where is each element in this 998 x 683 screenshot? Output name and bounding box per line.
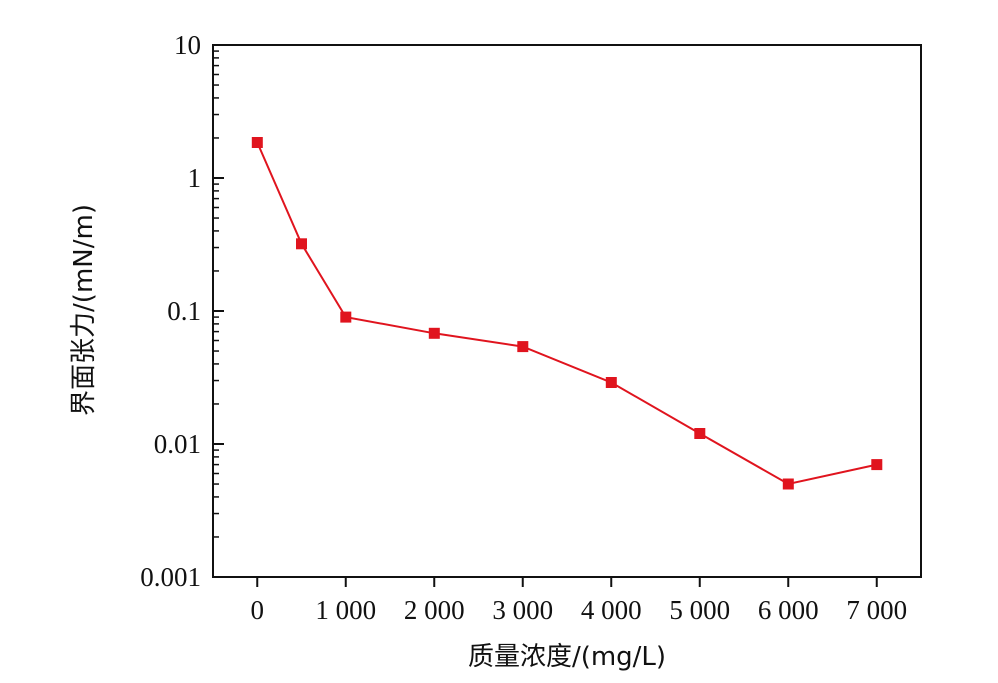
x-axis-label: 质量浓度/(mg/L) <box>468 642 666 672</box>
data-point <box>782 478 794 490</box>
y-tick-label: 0.001 <box>140 562 201 592</box>
x-tick-label: 7 000 <box>846 595 907 625</box>
y-axis-label: 界面张力/(mN/m) <box>69 204 99 416</box>
x-tick-label: 2 000 <box>404 595 465 625</box>
y-tick-label: 10 <box>174 30 201 60</box>
x-tick-label: 5 000 <box>669 595 730 625</box>
plot-frame <box>212 44 922 578</box>
y-tick-label: 0.01 <box>154 429 201 459</box>
data-point <box>517 341 529 353</box>
data-point <box>871 459 883 471</box>
plot-layer <box>251 137 883 490</box>
x-tick-label: 0 <box>251 595 265 625</box>
x-tick-label: 1 000 <box>315 595 376 625</box>
data-point <box>296 238 307 250</box>
data-point <box>694 428 706 439</box>
x-tick-label: 3 000 <box>492 595 553 625</box>
data-point <box>340 311 352 323</box>
data-point <box>605 377 617 388</box>
axis-layer: 0.001 0.01 0.1 1 10 0 1 000 2 000 3 000 4 000 5 00… <box>140 30 922 625</box>
data-point <box>251 137 263 148</box>
y-tick-label: 0.1 <box>167 296 201 326</box>
x-tick-label: 4 000 <box>581 595 642 625</box>
x-tick-label: 6 000 <box>758 595 819 625</box>
y-tick-label: 1 <box>188 163 202 193</box>
data-point <box>428 327 440 339</box>
